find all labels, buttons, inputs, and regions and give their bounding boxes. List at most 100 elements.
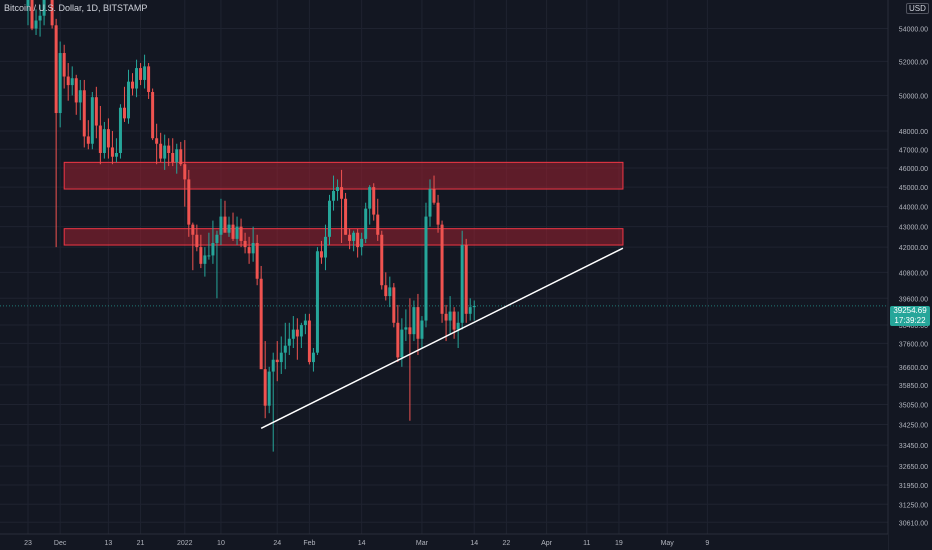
candle-body xyxy=(102,129,106,153)
candle-body xyxy=(139,68,143,80)
candle-body xyxy=(448,311,452,321)
candle-body xyxy=(219,216,223,235)
candle-body xyxy=(62,53,66,77)
price-scale-label: 54000.00 xyxy=(899,27,928,34)
time-axis-label: 2022 xyxy=(177,540,193,547)
time-axis-label: 21 xyxy=(137,540,145,547)
time-axis-label: Feb xyxy=(303,540,315,547)
candle-body xyxy=(26,0,30,7)
candle-body xyxy=(199,247,203,264)
candle-body xyxy=(332,190,336,201)
candle-body xyxy=(98,125,102,153)
symbol-title[interactable]: Bitcoin / U.S. Dollar, 1D, BITSTAMP xyxy=(4,3,148,13)
candle-body xyxy=(30,0,34,29)
price-scale-label: 32650.00 xyxy=(899,464,928,471)
candle-body xyxy=(118,107,122,153)
resistance-zone-1 xyxy=(63,161,624,190)
candle-body xyxy=(231,224,235,239)
last-price-value: 39254.69 xyxy=(893,306,927,315)
candle-body xyxy=(239,226,243,241)
candle-body xyxy=(175,149,179,163)
price-scale-label: 34250.00 xyxy=(899,423,928,430)
time-axis-label: 22 xyxy=(502,540,510,547)
price-scale-label: 35050.00 xyxy=(899,402,928,409)
candle-body xyxy=(432,189,436,203)
candle-body xyxy=(472,305,476,308)
candle-body xyxy=(131,81,135,89)
candle-body xyxy=(323,236,327,258)
price-scale-label: 47000.00 xyxy=(899,147,928,154)
candle-body xyxy=(247,247,251,254)
candle-body xyxy=(416,307,420,339)
price-scale-label: 31950.00 xyxy=(899,483,928,490)
candle-body xyxy=(420,320,424,339)
candle-body xyxy=(235,226,239,239)
time-axis-label: 14 xyxy=(358,540,366,547)
candle-body xyxy=(303,320,307,326)
time-axis-label: Mar xyxy=(416,540,429,547)
candle-body xyxy=(90,97,94,144)
candle-body xyxy=(263,369,267,406)
candle-body xyxy=(203,255,207,264)
candle-body xyxy=(207,255,211,257)
last-price-tag: 39254.69 17:39:22 xyxy=(890,306,930,326)
candle-body xyxy=(283,345,287,353)
price-scale-label: 30610.00 xyxy=(899,520,928,527)
candle-body xyxy=(388,287,392,297)
candle-body xyxy=(34,20,38,29)
candle-body xyxy=(271,359,275,372)
price-scale-label: 35850.00 xyxy=(899,383,928,390)
candle-body xyxy=(267,371,271,406)
candle-body xyxy=(380,234,384,286)
candle-body xyxy=(368,187,372,209)
price-scale-label: 39600.00 xyxy=(899,296,928,303)
candle-body xyxy=(348,234,352,241)
candle-body xyxy=(191,224,195,235)
candle-body xyxy=(42,0,46,16)
candle-body xyxy=(243,240,247,248)
candle-body xyxy=(70,78,74,86)
price-scale-label: 44000.00 xyxy=(899,205,928,212)
candle-body xyxy=(38,15,42,21)
candle-body xyxy=(167,145,171,153)
candle-body xyxy=(106,129,110,148)
candle-body xyxy=(444,313,448,321)
time-axis-label: 9 xyxy=(705,540,709,547)
candle-body xyxy=(275,359,279,363)
candle-body xyxy=(287,338,291,346)
candle-body xyxy=(428,189,432,217)
candle-body xyxy=(440,224,444,314)
price-scale-label: 52000.00 xyxy=(899,59,928,66)
price-scale-label: 48000.00 xyxy=(899,129,928,136)
candle-body xyxy=(159,143,163,159)
candle-body xyxy=(211,242,215,256)
candle-body xyxy=(372,187,376,215)
candle-body xyxy=(404,327,408,330)
candle-body xyxy=(86,136,90,144)
candle-body xyxy=(122,107,126,119)
candle-body xyxy=(66,76,70,86)
candle-body xyxy=(151,91,155,139)
resistance-zone-2 xyxy=(63,228,624,246)
price-scale-label: 45000.00 xyxy=(899,185,928,192)
price-scale-label: 43000.00 xyxy=(899,225,928,232)
candle-body xyxy=(259,278,263,370)
candle-body xyxy=(468,307,472,314)
candle-body xyxy=(127,81,130,119)
candle-body xyxy=(74,78,78,103)
candle-body xyxy=(400,329,404,358)
candle-body xyxy=(295,329,299,337)
candle-body xyxy=(114,152,118,157)
candle-body xyxy=(227,224,231,233)
candle-body xyxy=(195,234,199,248)
candle-body xyxy=(215,234,219,243)
candle-body xyxy=(412,307,416,335)
candle-body xyxy=(179,149,183,165)
candle-body xyxy=(223,216,227,233)
candle-body xyxy=(279,352,283,363)
candle-body xyxy=(251,242,255,254)
candle-body xyxy=(82,90,86,137)
currency-button[interactable]: USD xyxy=(906,3,929,14)
